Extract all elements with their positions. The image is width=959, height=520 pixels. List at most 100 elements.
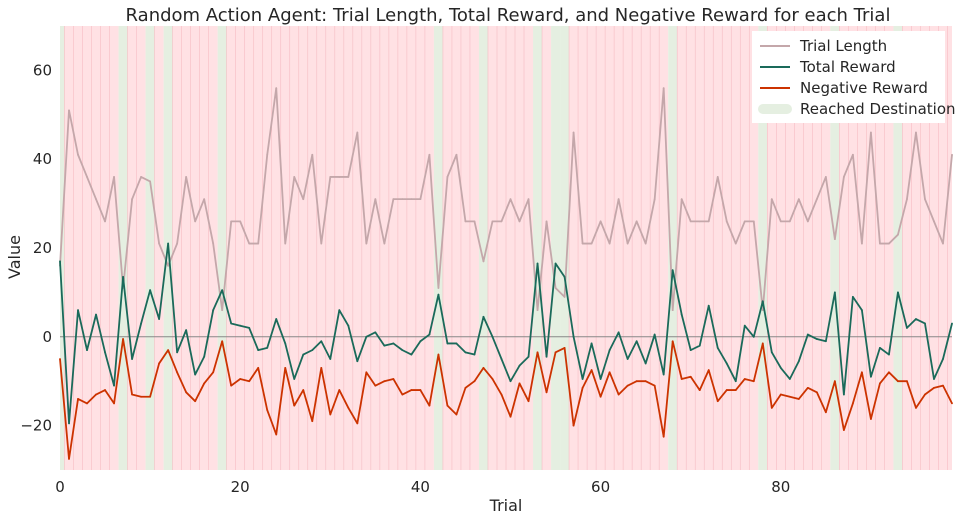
band-not-reached <box>794 26 804 470</box>
point-negative-reward <box>437 353 440 356</box>
point-negative-reward <box>662 435 665 438</box>
band-not-reached <box>496 26 506 470</box>
point-total-reward <box>671 269 674 272</box>
x-tick-label: 40 <box>411 478 430 496</box>
point-trial-length <box>77 153 79 156</box>
point-negative-reward <box>221 340 224 343</box>
band-not-reached <box>343 26 353 470</box>
point-total-reward <box>95 313 97 316</box>
point-negative-reward <box>788 395 791 398</box>
point-total-reward <box>707 304 710 307</box>
point-total-reward <box>410 353 413 356</box>
point-total-reward <box>563 275 566 278</box>
point-negative-reward <box>248 380 251 383</box>
band-not-reached <box>875 26 885 470</box>
point-trial-length <box>563 295 566 298</box>
point-total-reward <box>599 378 602 380</box>
point-trial-length <box>356 131 359 134</box>
point-total-reward <box>302 353 305 356</box>
band-not-reached <box>938 26 948 470</box>
point-trial-length <box>797 198 800 201</box>
band-not-reached <box>902 26 912 470</box>
band-not-reached <box>524 26 534 470</box>
point-total-reward <box>140 322 142 325</box>
point-total-reward <box>653 333 656 336</box>
point-total-reward <box>572 335 575 338</box>
destination-bands <box>60 26 952 470</box>
band-not-reached <box>451 26 461 470</box>
band-not-reached <box>235 26 245 470</box>
point-trial-length <box>915 131 917 134</box>
band-reached <box>217 26 227 470</box>
x-tick-label: 80 <box>771 478 790 496</box>
point-negative-reward <box>752 380 755 383</box>
point-total-reward <box>77 309 79 312</box>
point-negative-reward <box>617 393 620 396</box>
band-reached <box>478 26 488 470</box>
point-negative-reward <box>842 429 845 431</box>
band-reached <box>60 26 65 470</box>
point-negative-reward <box>410 389 413 391</box>
band-not-reached <box>190 26 200 470</box>
point-negative-reward <box>951 402 953 405</box>
band-reached <box>668 26 678 470</box>
point-negative-reward <box>500 393 503 396</box>
y-tick-label: −20 <box>20 417 52 435</box>
series-line-negative-reward <box>59 338 953 460</box>
point-negative-reward <box>239 378 242 380</box>
band-not-reached <box>920 26 930 470</box>
band-not-reached <box>821 26 831 470</box>
legend-label-reached-destination: Reached Destination <box>800 100 956 118</box>
band-not-reached <box>424 26 434 470</box>
point-trial-length <box>68 109 70 112</box>
point-total-reward <box>581 378 584 380</box>
band-not-reached <box>542 26 552 470</box>
point-total-reward <box>716 347 719 349</box>
band-not-reached <box>515 26 525 470</box>
point-total-reward <box>725 362 728 365</box>
point-trial-length <box>455 153 458 156</box>
point-trial-length <box>644 242 647 245</box>
point-negative-reward <box>86 402 88 405</box>
point-negative-reward <box>797 398 800 400</box>
point-negative-reward <box>203 382 206 385</box>
band-not-reached <box>352 26 362 470</box>
point-negative-reward <box>95 393 97 396</box>
point-trial-length <box>545 220 548 223</box>
point-negative-reward <box>806 386 809 389</box>
point-negative-reward <box>653 384 656 387</box>
band-not-reached <box>740 26 750 470</box>
point-trial-length <box>734 242 737 245</box>
point-total-reward <box>761 300 764 303</box>
point-negative-reward <box>933 386 935 389</box>
point-trial-length <box>221 309 224 312</box>
band-not-reached <box>866 26 876 470</box>
band-reached <box>145 26 155 470</box>
point-total-reward <box>365 335 368 338</box>
band-reached <box>533 26 543 470</box>
point-negative-reward <box>888 371 890 374</box>
point-negative-reward <box>59 358 61 360</box>
point-negative-reward <box>113 402 115 405</box>
band-not-reached <box>406 26 416 470</box>
point-trial-length <box>428 153 431 156</box>
band-not-reached <box>929 26 939 470</box>
band-not-reached <box>569 26 579 470</box>
band-not-reached <box>857 26 867 470</box>
band-reached <box>830 26 840 470</box>
point-trial-length <box>275 87 278 90</box>
point-trial-length <box>482 260 485 263</box>
point-negative-reward <box>473 380 476 383</box>
point-total-reward <box>897 291 899 294</box>
point-trial-length <box>392 198 395 201</box>
point-total-reward <box>266 347 269 349</box>
band-not-reached <box>334 26 344 470</box>
point-trial-length <box>942 242 944 245</box>
point-total-reward <box>662 373 665 376</box>
point-trial-length <box>383 242 386 245</box>
point-total-reward <box>527 355 530 358</box>
point-negative-reward <box>392 378 395 380</box>
band-reached <box>433 26 443 470</box>
band-not-reached <box>100 26 110 470</box>
point-negative-reward <box>401 393 404 396</box>
